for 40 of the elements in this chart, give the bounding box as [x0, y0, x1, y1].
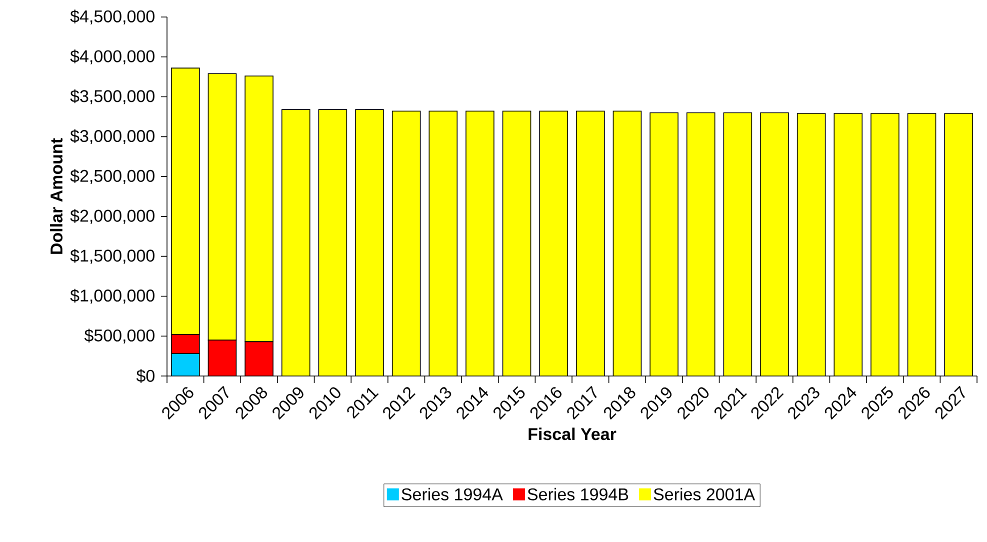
bar	[724, 112, 752, 376]
y-tick-label: $1,000,000	[70, 288, 154, 304]
y-tick-label: $0	[136, 369, 154, 383]
bar	[870, 114, 899, 376]
bar	[208, 340, 236, 376]
bar	[686, 112, 715, 376]
bar	[650, 112, 678, 376]
bar	[429, 111, 458, 376]
y-tick-label: $500,000	[84, 328, 154, 344]
bar	[244, 341, 274, 376]
bar	[908, 114, 936, 376]
y-tick-label: $3,500,000	[70, 89, 154, 104]
bar	[466, 111, 494, 376]
bar	[318, 110, 347, 376]
y-tick-label: $2,500,000	[70, 169, 154, 184]
y-tick-label: $4,500,000	[70, 10, 154, 24]
bar	[834, 114, 862, 376]
bar	[760, 112, 788, 376]
bar	[208, 73, 237, 340]
bar	[356, 110, 384, 376]
bar	[944, 113, 973, 376]
bar	[171, 68, 200, 335]
bar	[613, 111, 642, 376]
y-axis-title: Dollar Amount	[50, 138, 63, 254]
y-tick-label: $3,000,000	[70, 129, 154, 144]
bar	[576, 111, 604, 376]
legend-label: Series 1994B	[528, 488, 628, 500]
bar	[502, 111, 531, 376]
legend-label: Series 2001A	[654, 488, 756, 500]
bar	[392, 111, 420, 376]
bar	[540, 111, 568, 376]
y-tick-label: $2,000,000	[70, 209, 154, 224]
legend-label: Series 1994A	[402, 488, 503, 500]
bar	[797, 114, 826, 376]
bar	[171, 334, 200, 354]
x-axis-title: Fiscal Year	[528, 428, 616, 440]
y-tick-label: $4,000,000	[70, 50, 154, 64]
bar	[282, 110, 310, 376]
y-tick-label: $1,500,000	[70, 248, 154, 264]
bar	[244, 76, 274, 342]
